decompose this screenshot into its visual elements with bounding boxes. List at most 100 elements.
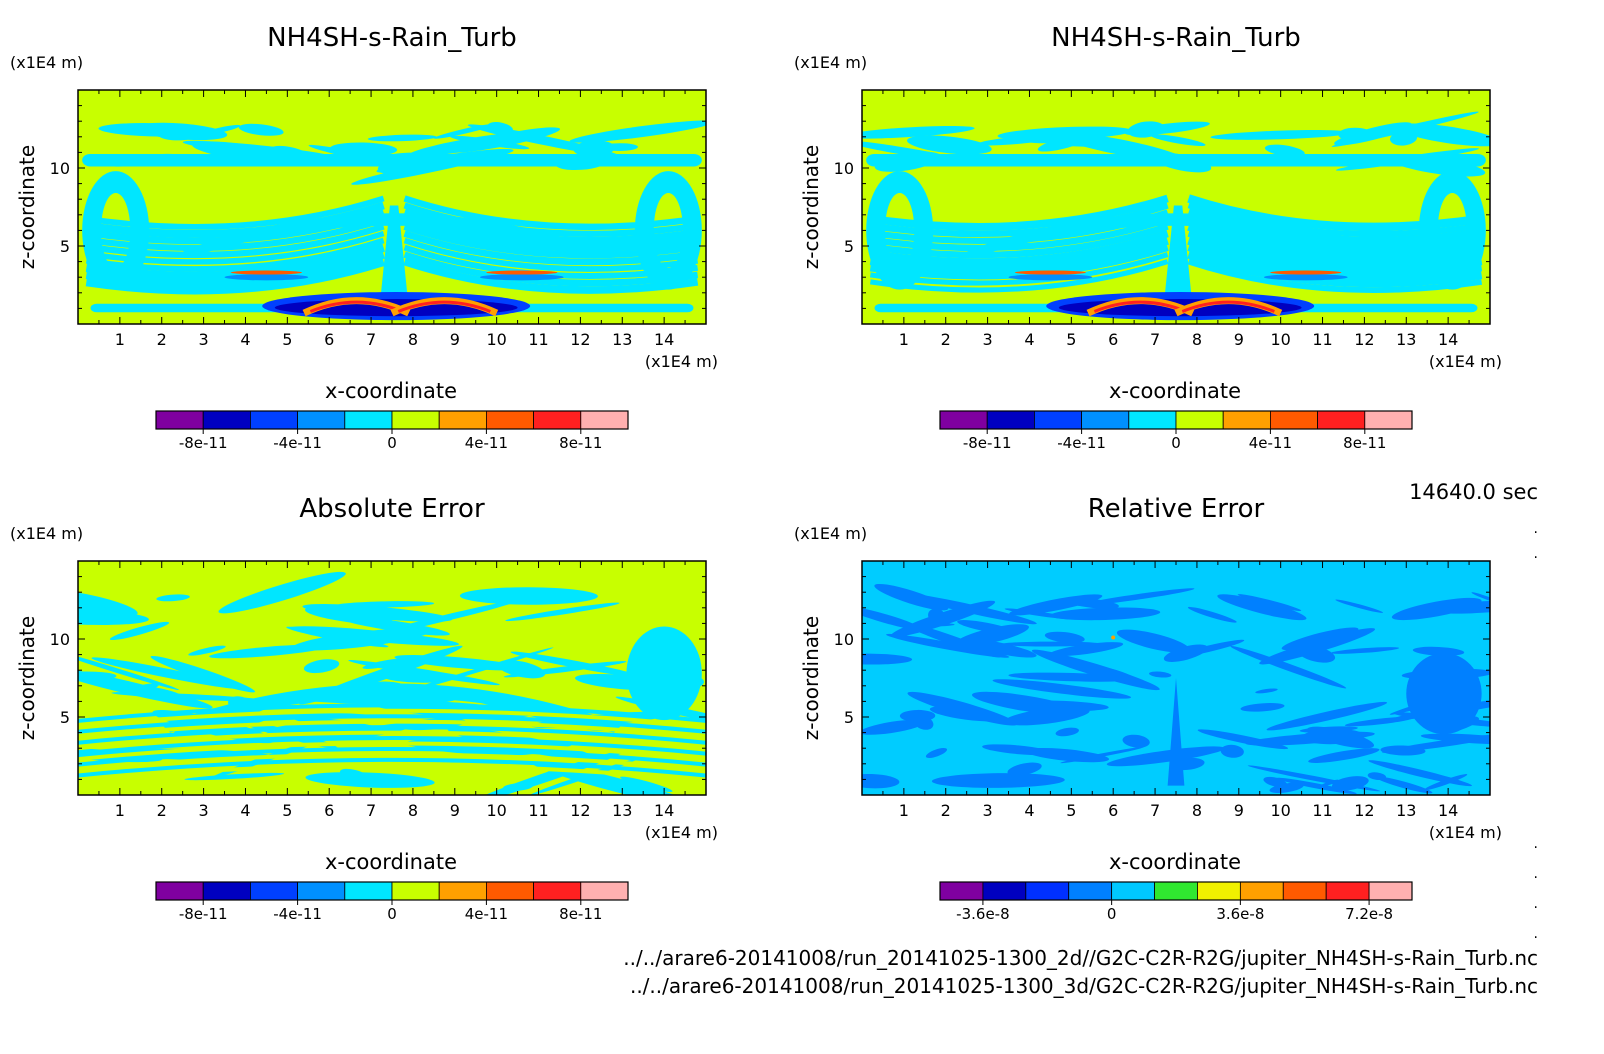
- contour-streak: [1263, 274, 1348, 281]
- contour-streak: [85, 237, 385, 272]
- x-tick-label: 12: [1354, 801, 1374, 820]
- contour-blob: [1247, 765, 1381, 792]
- x-tick-label: 10: [486, 801, 506, 820]
- contour-blob: [1220, 744, 1244, 758]
- contour-blob: [1008, 672, 1139, 682]
- contour-blob: [1438, 603, 1483, 610]
- colorbar-cell: [1364, 410, 1413, 430]
- contour-streak: [403, 223, 699, 259]
- contour-streak: [1187, 194, 1483, 232]
- contour-blob: [78, 602, 126, 619]
- contour-blob: [292, 628, 430, 651]
- colorbar-cell: [202, 410, 251, 430]
- contour-streak: [869, 209, 1169, 245]
- colorbar-cell: [249, 881, 298, 901]
- colorbar-tick-label: 0: [1107, 905, 1117, 923]
- contour-blob: [209, 644, 330, 659]
- contour-dome: [309, 300, 404, 313]
- x-tick-label: 5: [282, 330, 292, 349]
- contour-blob: [1044, 631, 1085, 643]
- x-tick-label: 3: [199, 801, 209, 820]
- contour-blob: [903, 622, 1001, 658]
- contour-streak: [1187, 216, 1483, 252]
- contour-blob: [1412, 646, 1465, 656]
- x-tick-label: 7: [366, 330, 376, 349]
- contour-blob: [303, 659, 340, 674]
- contour-streak: [403, 195, 699, 231]
- contour-blob: [487, 122, 513, 134]
- y-tick-label: 5: [844, 708, 854, 727]
- contour-blob: [503, 661, 627, 678]
- y-tick-label: 10: [834, 630, 854, 649]
- contour-band: [82, 153, 702, 167]
- y-unit-label: (x1E4 m): [794, 53, 867, 72]
- x-unit-label: (x1E4 m): [1429, 352, 1502, 371]
- contour-streak: [869, 229, 1169, 266]
- contour-blob: [1275, 777, 1357, 795]
- contour-streak: [85, 257, 385, 295]
- x-tick-label: 11: [528, 801, 548, 820]
- x-tick-label: 2: [157, 801, 167, 820]
- contour-plume: [626, 626, 702, 721]
- marker-dot: .: [1533, 836, 1538, 852]
- contour-dome: [397, 300, 491, 313]
- contour-blob: [925, 747, 948, 759]
- contour-streak: [869, 252, 1169, 286]
- x-unit-label: (x1E4 m): [1429, 823, 1502, 842]
- chart-title: NH4SH-s-Rain_Turb: [1051, 23, 1301, 53]
- contour-plume: [1406, 653, 1482, 735]
- colorbar-tick-label: -8e-11: [179, 434, 228, 452]
- x-tick-label: 1: [115, 330, 125, 349]
- contour-streak: [869, 194, 1169, 231]
- contour-blob: [1187, 606, 1237, 623]
- colorbar-tick-label: 8e-11: [559, 905, 602, 923]
- contour-streak: [1270, 270, 1342, 275]
- contour-streak: [1187, 258, 1483, 293]
- contour-blob: [1281, 627, 1359, 651]
- contour-streak: [1187, 222, 1483, 260]
- contour-blob: [305, 772, 435, 788]
- x-tick-label: 9: [1234, 330, 1244, 349]
- contour-blob: [862, 719, 926, 735]
- contour-blob: [971, 691, 1079, 715]
- x-tick-label: 14: [654, 801, 674, 820]
- x-tick-label: 12: [1354, 330, 1374, 349]
- colorbar-cell: [297, 881, 346, 901]
- contour-blob: [1197, 729, 1289, 750]
- contour-blob: [125, 685, 183, 699]
- x-tick-label: 1: [115, 801, 125, 820]
- x-tick-label: 8: [1192, 801, 1202, 820]
- contour-streak: [1187, 244, 1483, 280]
- contour-streak: [224, 274, 309, 281]
- contour-streak: [403, 215, 699, 252]
- colorbar-cell: [391, 881, 440, 901]
- colorbar-cell: [533, 881, 582, 901]
- colorbar-cell: [1111, 881, 1155, 901]
- contour-streak: [403, 244, 699, 279]
- colorbar-cell: [1154, 881, 1198, 901]
- contour-blob: [472, 750, 625, 795]
- x-tick-label: 4: [1024, 801, 1034, 820]
- y-tick-label: 5: [60, 237, 70, 256]
- contour-blob: [1060, 746, 1144, 764]
- x-tick-label: 5: [1066, 801, 1076, 820]
- contour-blob: [931, 773, 1065, 788]
- contour-blob: [98, 123, 213, 137]
- x-tick-label: 13: [1396, 801, 1416, 820]
- colorbar-cell: [485, 410, 534, 430]
- y-tick-label: 5: [844, 237, 854, 256]
- x-tick-label: 10: [1270, 330, 1290, 349]
- x-tick-label: 7: [1150, 330, 1160, 349]
- contour-streak: [230, 270, 302, 275]
- contour-streak: [85, 209, 385, 245]
- x-tick-label: 10: [1270, 801, 1290, 820]
- contour-blob: [184, 772, 285, 781]
- contour-blob: [505, 602, 620, 622]
- y-axis-label: z-coordinate: [15, 616, 39, 740]
- colorbar-tick-label: 8e-11: [1343, 434, 1386, 452]
- colorbar-cell: [1128, 410, 1177, 430]
- colorbar-cell: [580, 881, 629, 901]
- contour-blob: [1217, 594, 1307, 621]
- colorbar-cell: [344, 881, 393, 901]
